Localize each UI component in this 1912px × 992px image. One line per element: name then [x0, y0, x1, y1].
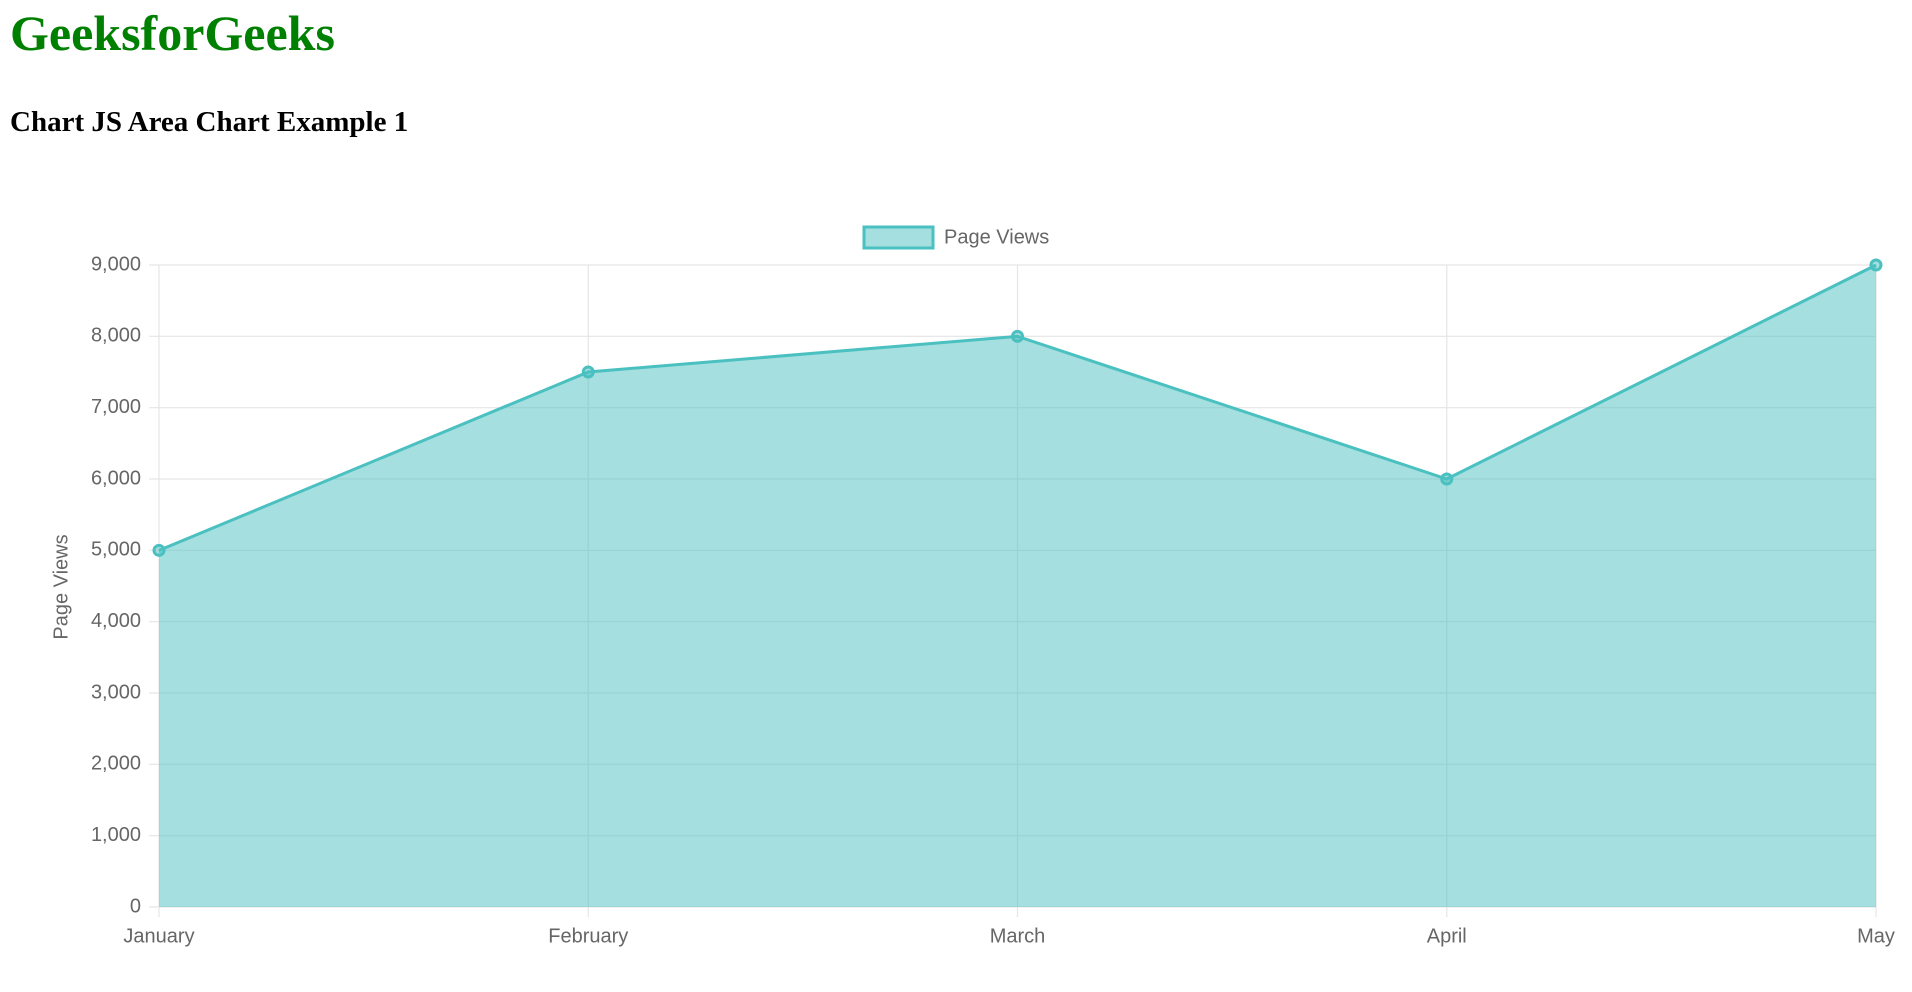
- legend-swatch: [862, 225, 935, 250]
- x-tick-label: March: [990, 925, 1046, 947]
- x-tick-label: January: [123, 925, 194, 947]
- y-tick-label: 9,000: [91, 253, 141, 275]
- point: [1011, 329, 1024, 343]
- y-tick-label: 7,000: [91, 396, 141, 418]
- y-axis-title: Page Views: [50, 534, 72, 639]
- y-tick-label: 3,000: [91, 681, 141, 703]
- subheading: Chart JS Area Chart Example 1: [10, 106, 409, 138]
- x-tick-label: April: [1427, 925, 1467, 947]
- point: [581, 365, 595, 379]
- y-tick-label: 8,000: [91, 325, 141, 347]
- heading: GeeksforGeeks: [10, 5, 335, 61]
- y-tick-label: 4,000: [91, 610, 141, 632]
- area-fill: [159, 265, 1876, 907]
- point: [152, 543, 166, 557]
- y-tick-label: 5,000: [91, 539, 141, 561]
- point: [1440, 472, 1454, 486]
- y-tick-label: 6,000: [91, 467, 141, 489]
- y-tick-label: 2,000: [91, 753, 141, 775]
- y-tick-label: 1,000: [91, 824, 141, 846]
- y-tick-label: 0: [130, 895, 141, 917]
- point: [1869, 258, 1883, 272]
- legend-label: Page Views: [944, 226, 1049, 248]
- x-tick-label: May: [1857, 925, 1895, 947]
- x-tick-label: February: [548, 925, 628, 947]
